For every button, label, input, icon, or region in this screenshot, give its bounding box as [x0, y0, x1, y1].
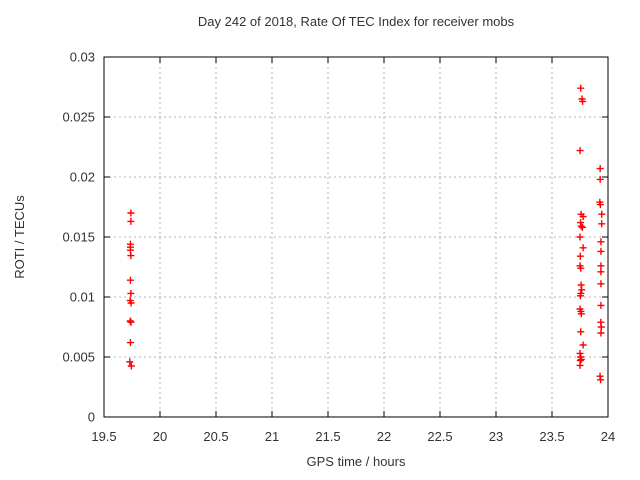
y-tick-label: 0.015	[62, 230, 95, 245]
y-tick-label: 0.005	[62, 350, 95, 365]
x-tick-label: 22	[377, 429, 391, 444]
y-tick-label: 0	[88, 410, 95, 425]
data-point	[596, 175, 604, 183]
data-point	[126, 339, 134, 347]
data-point	[578, 286, 586, 294]
data-point	[597, 247, 605, 255]
data-point	[597, 329, 605, 337]
data-point	[577, 355, 585, 363]
data-points	[126, 84, 606, 384]
data-point	[578, 223, 586, 231]
data-point	[127, 209, 135, 217]
data-point	[597, 280, 605, 288]
data-point	[579, 341, 587, 349]
axes-and-ticks	[103, 56, 609, 418]
data-point	[576, 233, 584, 241]
data-point	[127, 289, 135, 297]
data-point	[597, 262, 605, 270]
data-point	[597, 376, 605, 384]
data-point	[577, 84, 585, 92]
x-tick-label: 21	[265, 429, 279, 444]
y-tick-label: 0.01	[70, 290, 95, 305]
data-point	[126, 358, 134, 366]
x-tick-label: 23.5	[539, 429, 564, 444]
data-point	[579, 244, 587, 252]
data-point	[579, 97, 587, 105]
x-tick-label: 21.5	[315, 429, 340, 444]
data-point	[596, 201, 604, 209]
tick-labels: 19.5 20 20.5 21 21.5 22 22.5 23 23.5 24 0 0.005 0.01…	[62, 50, 615, 445]
y-tick-label: 0.03	[70, 50, 95, 65]
data-point	[577, 328, 585, 336]
x-tick-label: 20.5	[203, 429, 228, 444]
data-point	[127, 362, 135, 370]
grid-lines	[104, 57, 608, 417]
data-point	[577, 264, 585, 272]
y-tick-label: 0.025	[62, 110, 95, 125]
data-point	[579, 213, 587, 221]
data-point	[577, 222, 585, 230]
x-tick-label: 19.5	[91, 429, 116, 444]
data-point	[597, 323, 605, 331]
data-point	[597, 301, 605, 309]
x-tick-label: 20	[153, 429, 167, 444]
y-tick-label: 0.02	[70, 170, 95, 185]
data-point	[576, 361, 584, 369]
x-tick-label: 22.5	[427, 429, 452, 444]
data-point	[576, 292, 584, 300]
data-point	[127, 318, 135, 326]
y-axis-label: ROTI / TECUs	[12, 195, 27, 279]
x-tick-label: 23	[489, 429, 503, 444]
data-point	[597, 268, 605, 276]
data-point	[127, 252, 135, 260]
data-point	[577, 310, 585, 318]
data-point	[126, 276, 134, 284]
x-tick-label: 24	[601, 429, 615, 444]
data-point	[126, 317, 134, 325]
data-point	[598, 220, 606, 228]
data-point	[596, 165, 604, 173]
data-point	[576, 147, 584, 155]
data-point	[127, 217, 135, 225]
x-axis-label: GPS time / hours	[307, 454, 406, 469]
data-point	[127, 299, 135, 307]
data-point	[576, 252, 584, 260]
data-point	[597, 238, 605, 246]
data-point	[598, 210, 606, 218]
chart-title: Day 242 of 2018, Rate Of TEC Index for r…	[198, 14, 515, 29]
